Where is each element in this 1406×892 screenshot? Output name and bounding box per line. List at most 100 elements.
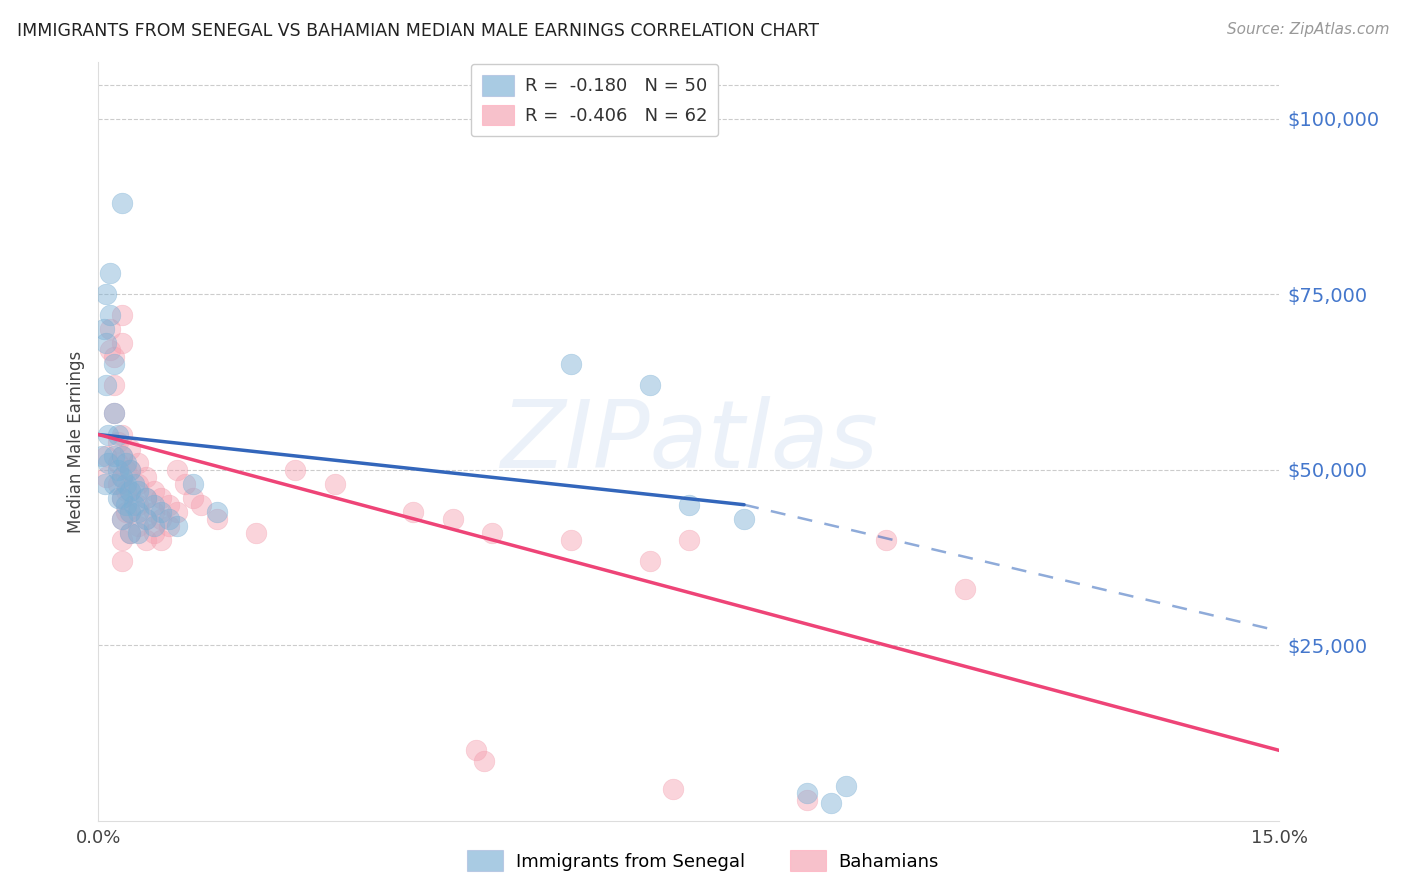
Point xyxy=(135,512,157,526)
Point xyxy=(111,491,134,505)
Point xyxy=(205,512,228,526)
Point xyxy=(111,336,134,351)
Point xyxy=(107,456,129,470)
Point xyxy=(127,518,149,533)
Point xyxy=(472,754,495,768)
Point xyxy=(481,525,503,540)
Point xyxy=(115,476,138,491)
Point xyxy=(103,407,125,421)
Point xyxy=(245,525,267,540)
Point xyxy=(135,533,157,547)
Text: Source: ZipAtlas.com: Source: ZipAtlas.com xyxy=(1226,22,1389,37)
Point xyxy=(142,505,165,519)
Point xyxy=(111,308,134,322)
Point xyxy=(796,792,818,806)
Point xyxy=(107,462,129,476)
Point xyxy=(103,357,125,371)
Point xyxy=(796,786,818,800)
Point xyxy=(166,518,188,533)
Point xyxy=(96,469,118,483)
Point xyxy=(118,442,141,456)
Point xyxy=(465,743,488,757)
Point xyxy=(107,434,129,449)
Text: ZIPatlas: ZIPatlas xyxy=(501,396,877,487)
Point xyxy=(91,449,114,463)
Point xyxy=(181,491,204,505)
Point xyxy=(93,322,115,336)
Point xyxy=(118,483,141,498)
Point xyxy=(103,378,125,392)
Point xyxy=(107,476,129,491)
Point xyxy=(111,554,134,568)
Point xyxy=(127,498,149,512)
Y-axis label: Median Male Earnings: Median Male Earnings xyxy=(67,351,86,533)
Point xyxy=(402,505,425,519)
Point xyxy=(96,378,118,392)
Point xyxy=(560,357,582,371)
Point xyxy=(96,449,118,463)
Point xyxy=(953,582,976,596)
Point xyxy=(111,491,134,505)
Point xyxy=(142,498,165,512)
Point xyxy=(98,266,121,280)
Point xyxy=(107,491,129,505)
Point xyxy=(190,498,212,512)
Point xyxy=(103,407,125,421)
Point xyxy=(150,533,173,547)
Point xyxy=(118,483,141,498)
Point xyxy=(115,498,138,512)
Point xyxy=(820,796,842,810)
Point xyxy=(135,491,157,505)
Point xyxy=(662,782,685,797)
Legend: R =  -0.180   N = 50, R =  -0.406   N = 62: R = -0.180 N = 50, R = -0.406 N = 62 xyxy=(471,64,718,136)
Point xyxy=(166,505,188,519)
Point xyxy=(118,525,141,540)
Point xyxy=(678,498,700,512)
Point xyxy=(97,456,120,470)
Point xyxy=(127,483,149,498)
Point xyxy=(638,378,661,392)
Point xyxy=(118,462,141,476)
Point xyxy=(118,462,141,476)
Point xyxy=(560,533,582,547)
Point xyxy=(142,518,165,533)
Point xyxy=(733,512,755,526)
Point xyxy=(441,512,464,526)
Point xyxy=(103,449,125,463)
Point xyxy=(111,512,134,526)
Point xyxy=(157,518,180,533)
Point xyxy=(142,483,165,498)
Point xyxy=(111,469,134,483)
Point xyxy=(111,195,134,210)
Point xyxy=(135,469,157,483)
Point xyxy=(127,456,149,470)
Point xyxy=(174,476,197,491)
Point xyxy=(122,498,145,512)
Point xyxy=(166,462,188,476)
Point xyxy=(98,308,121,322)
Point xyxy=(96,287,118,301)
Point xyxy=(111,427,134,442)
Point xyxy=(103,476,125,491)
Point xyxy=(205,505,228,519)
Point xyxy=(284,462,307,476)
Point xyxy=(135,491,157,505)
Point xyxy=(111,533,134,547)
Point xyxy=(181,476,204,491)
Point xyxy=(98,322,121,336)
Point xyxy=(118,525,141,540)
Point xyxy=(118,505,141,519)
Point xyxy=(127,505,149,519)
Point xyxy=(638,554,661,568)
Point xyxy=(96,336,118,351)
Point xyxy=(150,512,173,526)
Point xyxy=(835,779,858,793)
Point xyxy=(111,449,134,463)
Point xyxy=(323,476,346,491)
Legend: Immigrants from Senegal, Bahamians: Immigrants from Senegal, Bahamians xyxy=(460,843,946,879)
Point xyxy=(107,427,129,442)
Point xyxy=(135,512,157,526)
Point xyxy=(122,476,145,491)
Point xyxy=(157,498,180,512)
Text: IMMIGRANTS FROM SENEGAL VS BAHAMIAN MEDIAN MALE EARNINGS CORRELATION CHART: IMMIGRANTS FROM SENEGAL VS BAHAMIAN MEDI… xyxy=(17,22,818,40)
